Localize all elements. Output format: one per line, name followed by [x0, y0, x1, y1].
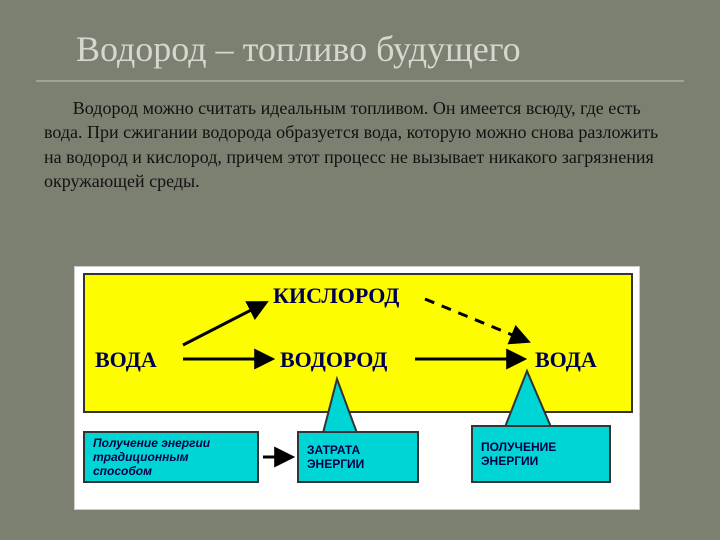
box-energy-spend-label: ЗАТРАТА ЭНЕРГИИ [307, 443, 409, 471]
box-energy-obtain: ПОЛУЧЕНИЕ ЭНЕРГИИ [471, 425, 611, 483]
box-traditional: Получение энергии традиционным способом [83, 431, 259, 483]
node-oxygen: КИСЛОРОД [273, 283, 399, 309]
box-traditional-label: Получение энергии традиционным способом [93, 436, 249, 478]
node-water-right: ВОДА [535, 347, 597, 373]
box-energy-obtain-label: ПОЛУЧЕНИЕ ЭНЕРГИИ [481, 440, 601, 468]
slide-paragraph: Водород можно считать идеальным топливом… [0, 96, 720, 193]
diagram-container: КИСЛОРОД ВОДА ВОДОРОД ВОДА Получение эне… [74, 266, 640, 510]
slide-title: Водород – топливо будущего [36, 0, 684, 82]
node-water-left: ВОДА [95, 347, 157, 373]
box-energy-spend: ЗАТРАТА ЭНЕРГИИ [297, 431, 419, 483]
node-hydrogen: ВОДОРОД [280, 347, 387, 373]
